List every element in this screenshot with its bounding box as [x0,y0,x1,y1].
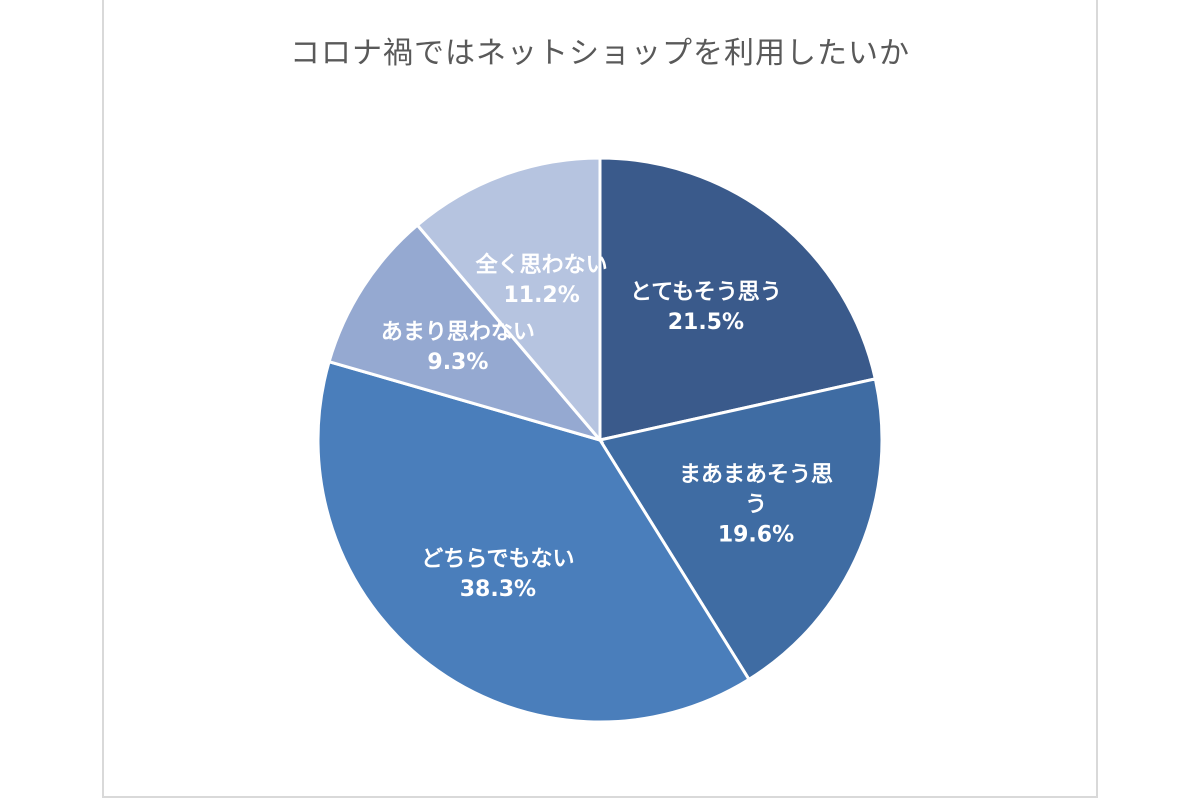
slice-label-4: 全く思わない [475,252,608,278]
slice-value-label-3: 9.3% [427,350,488,375]
slice-value-label-1: 19.6% [718,523,794,548]
slice-label-1-line-0: まあまあそう思 [679,463,833,488]
pie-slice-0 [598,156,878,442]
pie-slice-2 [316,359,752,724]
pie-slice-1 [597,377,884,682]
slice-value-label-0: 21.5% [668,310,744,335]
slice-value-label-2: 38.3% [460,577,536,602]
slice-label-1-line-1: う [745,493,767,518]
slice-label-0: とてもそう思う [630,280,782,305]
chart-title: コロナ禍ではネットショップを利用したいか [290,36,910,71]
pie-slice-4 [415,156,602,445]
slice-label-3: あまり思わない [381,320,535,345]
pie-slice-3 [327,223,605,443]
slices-layer [316,156,884,724]
slice-label-2: どちらでもない [421,547,574,572]
slice-value-label-4: 11.2% [503,283,579,308]
